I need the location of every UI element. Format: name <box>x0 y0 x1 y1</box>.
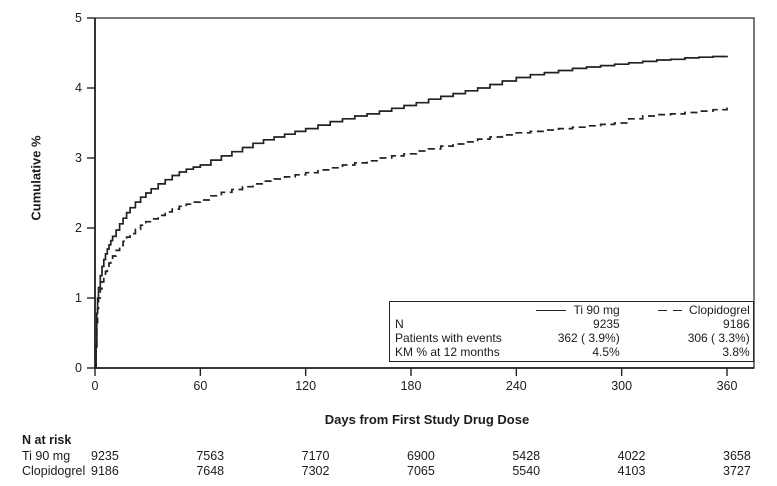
legend-entry-clopidogrel: Clopidogrel <box>620 302 750 317</box>
n-at-risk-header: N at risk <box>22 433 72 447</box>
y-tick-label: 0 <box>75 361 82 375</box>
risk-value: 4022 <box>617 449 646 463</box>
x-axis-title: Days from First Study Drug Dose <box>324 412 530 427</box>
x-tick-label: 0 <box>91 379 99 393</box>
legend-entry-ti90-label: Ti 90 mg <box>573 302 620 317</box>
series-solid-curve <box>95 55 728 369</box>
stat-n-ti90: 9235 <box>593 316 620 331</box>
risk-value: 7302 <box>301 464 330 478</box>
stat-events-ti90: 362 ( 3.9%) <box>557 331 620 346</box>
risk-value: 3658 <box>723 449 751 463</box>
stat-label-n: N <box>395 316 404 331</box>
risk-value: 9235 <box>91 449 119 463</box>
risk-value: 7170 <box>301 449 330 463</box>
legend-entry-clopidogrel-label: Clopidogrel <box>689 302 750 317</box>
y-axis-title: Cumulative % <box>28 135 44 221</box>
solid-line-sample-icon <box>536 309 567 311</box>
x-tick-label: 120 <box>295 379 317 393</box>
stat-n-clopidogrel: 9186 <box>723 316 750 331</box>
risk-value: 3727 <box>723 464 751 478</box>
risk-value: 5428 <box>512 449 541 463</box>
dashed-line-sample-icon <box>658 309 683 311</box>
legend-stats-row-km: KM % at 12 months 4.5% 3.8% <box>395 346 750 360</box>
stat-km-clopidogrel: 3.8% <box>722 345 750 360</box>
risk-value: 4103 <box>617 464 646 478</box>
risk-value: 9186 <box>91 464 119 478</box>
y-tick-label: 5 <box>75 11 82 25</box>
stat-label-events: Patients with events <box>395 331 502 346</box>
stat-km-ti90: 4.5% <box>592 345 620 360</box>
y-tick-label: 1 <box>75 291 82 305</box>
x-tick-label: 360 <box>716 379 738 393</box>
y-tick-label: 3 <box>75 151 82 165</box>
x-tick-label: 180 <box>400 379 422 393</box>
x-tick-label: 60 <box>193 379 208 393</box>
risk-value: 7065 <box>407 464 435 478</box>
risk-value: 7648 <box>196 464 225 478</box>
legend-entry-ti90: Ti 90 mg <box>502 302 620 317</box>
y-tick-label: 2 <box>75 221 82 235</box>
risk-row-label: Clopidogrel <box>22 464 86 478</box>
stat-events-clopidogrel: 306 ( 3.3%) <box>687 331 750 346</box>
legend-stats-box: Ti 90 mg Clopidogrel N 9235 9186 Patient… <box>389 301 754 362</box>
risk-value: 7563 <box>196 449 225 463</box>
x-tick-label: 240 <box>505 379 527 393</box>
stat-label-km: KM % at 12 months <box>395 345 500 360</box>
legend-stats-row-n: N 9235 9186 <box>395 317 750 331</box>
risk-value: 6900 <box>407 449 435 463</box>
series-dashed-curve <box>95 104 728 369</box>
x-tick-label: 300 <box>611 379 633 393</box>
risk-row-label: Ti 90 mg <box>22 449 71 463</box>
y-tick-label: 4 <box>75 81 82 95</box>
risk-value: 5540 <box>512 464 541 478</box>
legend-stats-row-events: Patients with events 362 ( 3.9%) 306 ( 3… <box>395 332 750 346</box>
legend-header-row: Ti 90 mg Clopidogrel <box>395 303 750 317</box>
